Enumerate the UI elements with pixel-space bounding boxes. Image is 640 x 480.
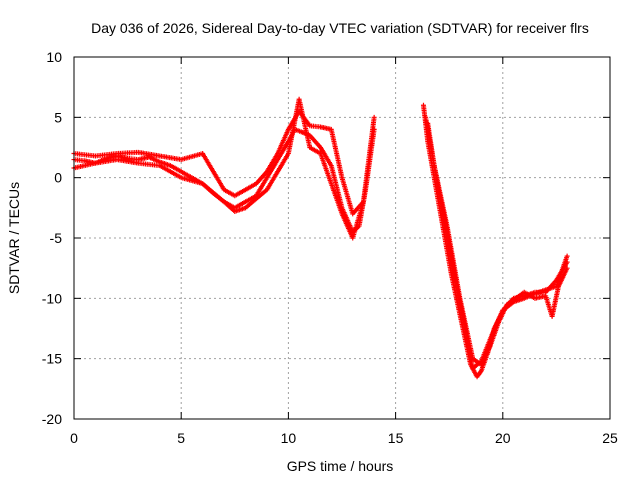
x-tick-label: 10 [281, 430, 297, 446]
data-point [360, 199, 366, 205]
chart-title: Day 036 of 2026, Sidereal Day-to-day VTE… [91, 20, 589, 36]
grid [74, 57, 610, 419]
x-tick-label: 20 [495, 430, 511, 446]
data-point [564, 253, 570, 259]
x-tick-label: 25 [602, 430, 618, 446]
x-tick-labels: 0 5 10 15 20 25 [70, 430, 618, 446]
y-tick-label: 10 [46, 49, 62, 65]
y-tick-label: -10 [42, 290, 62, 306]
series-6 [423, 114, 570, 371]
y-tick-label: 5 [54, 109, 62, 125]
x-axis-title: GPS time / hours [287, 458, 394, 474]
y-tick-labels: -20 -15 -10 -5 0 5 10 [42, 49, 62, 427]
y-tick-label: -20 [42, 411, 62, 427]
data-point [564, 265, 570, 271]
y-axis-title: SDTVAR / TECUs [6, 182, 22, 294]
y-tick-label: -5 [50, 230, 63, 246]
y-tick-label: -15 [42, 351, 62, 367]
x-tick-label: 15 [388, 430, 404, 446]
x-tick-label: 0 [70, 430, 78, 446]
y-tick-label: 0 [54, 170, 62, 186]
series-3 [71, 96, 366, 241]
series-2 [71, 108, 377, 217]
data-point [371, 114, 377, 120]
x-tick-label: 5 [177, 430, 185, 446]
tick-marks [73, 56, 611, 420]
data-points [71, 96, 570, 380]
series-4 [420, 102, 570, 380]
